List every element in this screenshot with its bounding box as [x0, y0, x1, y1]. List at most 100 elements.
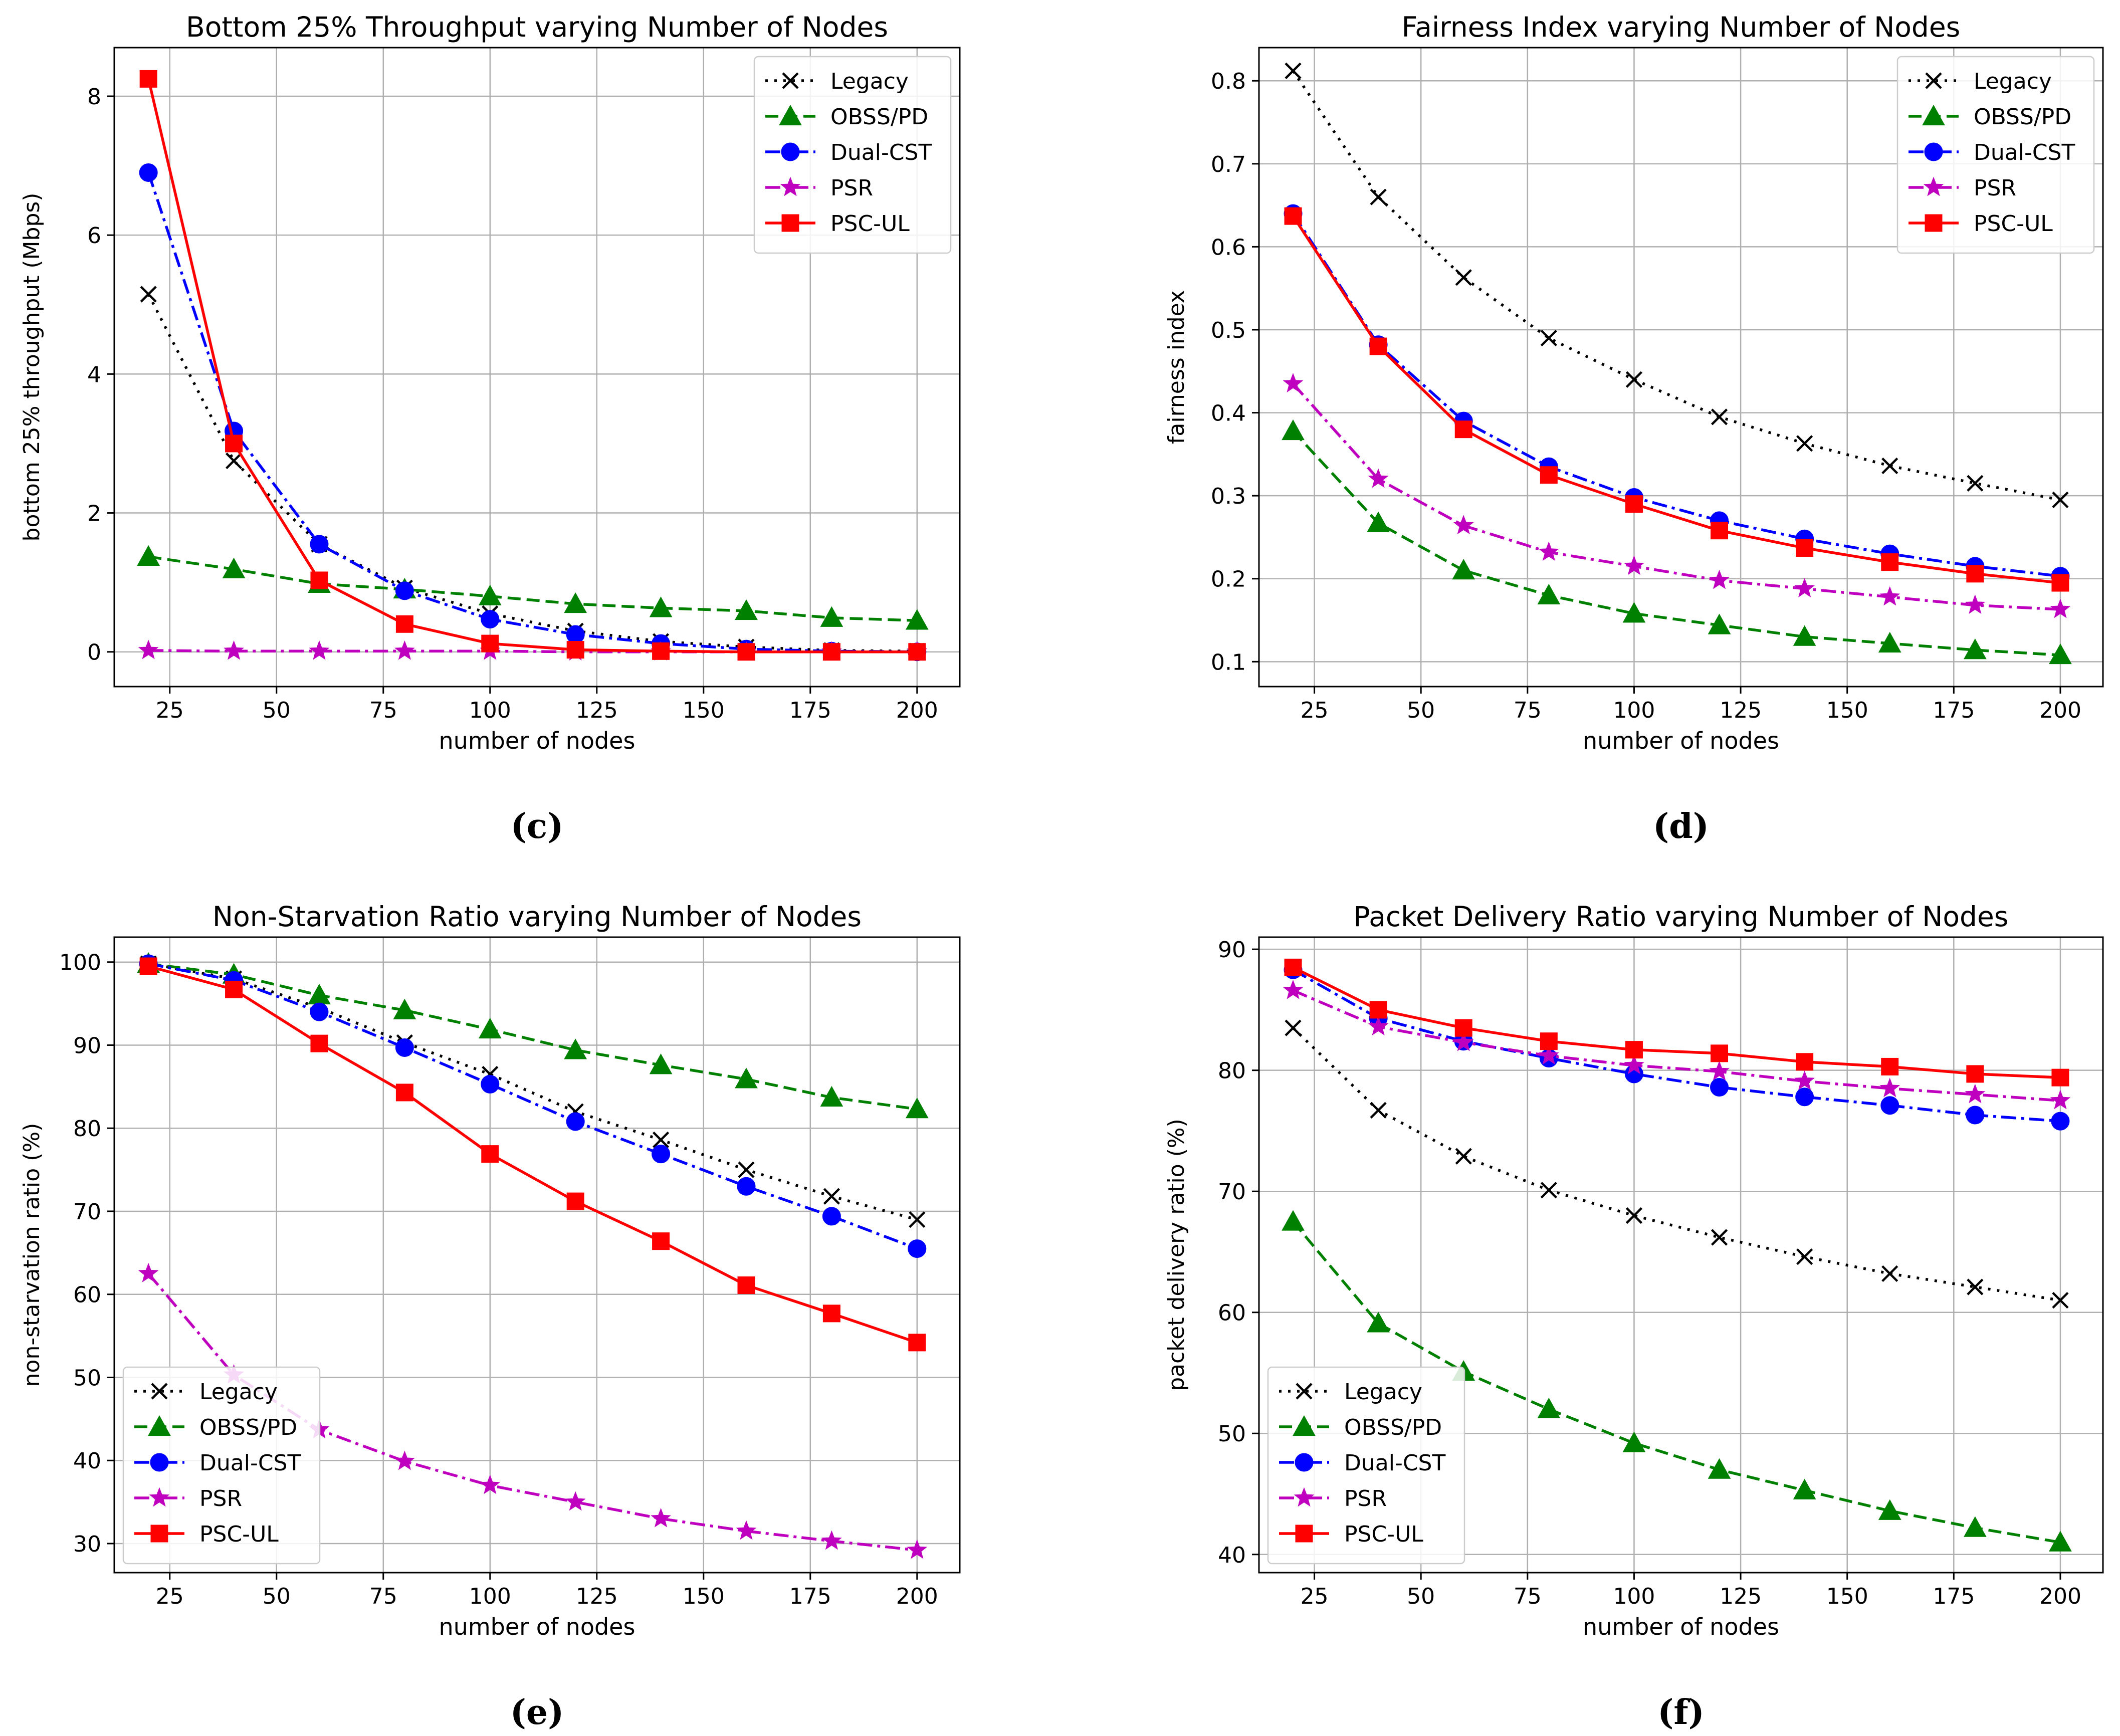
- data-point-dual-cst: [652, 1145, 671, 1164]
- data-point-psc-ul: [1369, 1001, 1387, 1019]
- series-line-legacy: [1292, 70, 2061, 502]
- data-point-legacy: [1540, 1182, 1557, 1199]
- plot-area: [1282, 958, 2072, 1552]
- legend-marker-dual-cst: [1295, 1453, 1314, 1472]
- chart-title: Packet Delivery Ratio varying Number of …: [1354, 901, 2009, 933]
- x-tick-label: 75: [1514, 698, 1542, 723]
- series-line-dual-cst: [147, 172, 917, 654]
- data-point-obss-pd: [649, 596, 673, 617]
- x-tick-label: 50: [1407, 698, 1435, 723]
- legend-label-obss-pd: OBSS/PD: [199, 1415, 297, 1440]
- x-tick-label: 150: [683, 698, 725, 723]
- data-point-dual-cst: [737, 1177, 756, 1196]
- data-point-psc-ul: [908, 643, 926, 661]
- y-axis-label: non-starvation ratio (%): [19, 1123, 45, 1387]
- data-point-obss-pd: [478, 1017, 502, 1039]
- data-point-psr: [224, 640, 244, 660]
- axes-frame: [1258, 47, 2104, 688]
- legend-marker-legacy: [782, 72, 799, 89]
- legend-marker-psr: [1923, 176, 1944, 196]
- data-point-obss-pd: [1708, 1458, 1731, 1479]
- data-point-legacy: [1881, 1265, 1898, 1282]
- data-point-obss-pd: [735, 599, 758, 620]
- y-tick-label: 40: [73, 1448, 101, 1474]
- y-tick-label: 50: [1218, 1421, 1246, 1447]
- y-tick-label: 0.7: [1211, 152, 1246, 177]
- data-point-psc-ul: [310, 1034, 328, 1052]
- data-point-psr: [480, 1474, 501, 1494]
- data-point-obss-pd: [1452, 559, 1475, 580]
- x-tick-label: 25: [1301, 698, 1329, 723]
- data-point-psc-ul: [481, 1145, 499, 1163]
- x-tick-label: 125: [576, 698, 618, 723]
- data-point-dual-cst: [481, 610, 500, 629]
- legend-label-legacy: Legacy: [1344, 1379, 1422, 1405]
- data-point-legacy: [1881, 457, 1898, 475]
- data-point-psc-ul: [822, 643, 840, 661]
- chart-title: Bottom 25% Throughput varying Number of …: [186, 11, 888, 43]
- data-point-psr: [1965, 594, 1986, 614]
- data-point-dual-cst: [395, 581, 414, 600]
- x-tick-label: 50: [263, 1584, 291, 1609]
- data-point-psc-ul: [1540, 1032, 1558, 1050]
- data-point-psc-ul: [1454, 1019, 1472, 1037]
- data-point-psc-ul: [2051, 1068, 2069, 1087]
- data-point-psr: [1879, 1077, 1900, 1098]
- data-point-psr: [1538, 541, 1559, 561]
- chart-panel-e: 25 50 75 100 125 150 175 200 30 40 50 60 70 80 90 100 No…: [19, 901, 961, 1732]
- data-point-legacy: [1711, 1229, 1728, 1246]
- data-point-obss-pd: [820, 1086, 843, 1107]
- data-point-psr: [1624, 555, 1644, 575]
- axes-frame: [113, 47, 961, 688]
- series-line-obss-pd: [1292, 430, 2061, 657]
- data-point-psc-ul: [139, 70, 157, 88]
- data-point-psc-ul: [1881, 553, 1899, 571]
- data-point-obss-pd: [308, 983, 331, 1005]
- data-point-psr: [394, 640, 415, 660]
- legend: Legacy OBSS/PD Dual-CST PSR PSC-UL: [1267, 1366, 1465, 1565]
- x-tick-label: 100: [1613, 1584, 1655, 1609]
- data-point-legacy: [1967, 475, 1984, 492]
- chart-panel-f: 25 50 75 100 125 150 175 200 40 50 60 70 80 90 Packet …: [1164, 901, 2104, 1732]
- legend-marker-psc-ul: [1925, 214, 1943, 232]
- data-point-dual-cst: [908, 1239, 927, 1258]
- legend-marker-obss-pd: [779, 104, 802, 126]
- chart-panel-d: 25 50 75 100 125 150 175 200 0.1 0.2 0.3 0.4 0.5 0.6 0…: [1164, 11, 2104, 846]
- series-line-dual-cst: [148, 962, 918, 1250]
- data-point-legacy: [1796, 435, 1813, 452]
- data-point-obss-pd: [820, 606, 843, 627]
- x-tick-label: 100: [469, 698, 511, 723]
- data-point-psc-ul: [395, 615, 413, 633]
- legend: Legacy OBSS/PD Dual-CST PSR PSC-UL: [753, 56, 952, 254]
- data-point-obss-pd: [137, 545, 160, 566]
- data-point-psc-ul: [737, 643, 755, 661]
- data-point-psc-ul: [1796, 539, 1814, 557]
- data-point-psr: [651, 1507, 671, 1528]
- data-point-legacy: [1285, 1019, 1302, 1036]
- data-point-psc-ul: [1711, 522, 1729, 540]
- data-point-psc-ul: [139, 957, 157, 975]
- legend-label-psr: PSR: [199, 1486, 242, 1511]
- y-tick-label: 0.2: [1211, 567, 1246, 592]
- data-point-legacy: [1455, 269, 1472, 286]
- data-point-dual-cst: [310, 535, 329, 554]
- data-point-psc-ul: [1796, 1053, 1814, 1071]
- legend-label-legacy: Legacy: [830, 69, 909, 94]
- data-point-psr: [2050, 598, 2071, 618]
- series-line-psc-ul: [148, 965, 918, 1344]
- legend-label-dual-cst: Dual-CST: [1974, 140, 2075, 165]
- series-line-psr: [1292, 382, 2061, 611]
- legend-label-psc-ul: PSC-UL: [1974, 211, 2053, 237]
- series-line-dual-cst: [1292, 212, 2061, 578]
- x-tick-label: 100: [1613, 698, 1655, 723]
- series-line-dual-cst: [1292, 968, 2061, 1123]
- data-point-obss-pd: [649, 1053, 673, 1074]
- y-tick-label: 0.5: [1211, 318, 1246, 343]
- legend-marker-psc-ul: [1295, 1525, 1313, 1543]
- data-point-dual-cst: [310, 1002, 329, 1021]
- data-point-dual-cst: [566, 1112, 585, 1131]
- y-tick-label: 8: [87, 84, 101, 110]
- legend-box: [1267, 1366, 1465, 1565]
- series-line-legacy: [148, 962, 918, 1221]
